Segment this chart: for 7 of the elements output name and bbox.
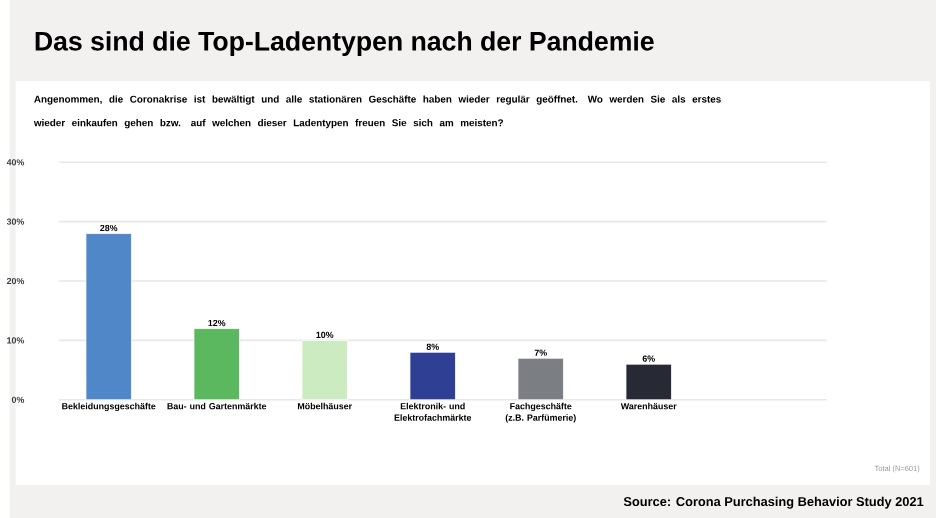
bar — [193, 327, 240, 400]
bar — [85, 232, 132, 400]
bar — [301, 339, 348, 400]
bar — [625, 363, 672, 400]
bar — [517, 357, 564, 400]
chart-title: Das sind die Top-Ladentypen nach der Pandemie — [35, 30, 654, 56]
bar — [409, 351, 456, 400]
